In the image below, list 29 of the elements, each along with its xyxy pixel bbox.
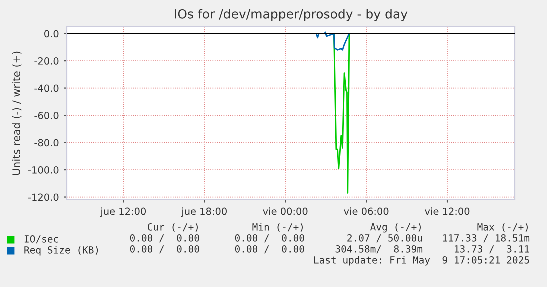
chart-title: IOs for /dev/mapper/prosody - by day (175, 9, 408, 22)
text: 0.00 / 0.00 (235, 245, 304, 254)
text: Avg (-/+) (370, 223, 421, 233)
text: 0.00 / 0.00 (130, 234, 200, 243)
y-tick-label: -40.0 (34, 84, 59, 92)
text: Max (-/+) (478, 223, 528, 232)
text: 0.00 / 0.00 (130, 245, 200, 254)
y-tick-label: -100.0 (28, 166, 59, 174)
text: Cur (-/+) (148, 223, 198, 232)
x-tick-label: vie 06:00 (344, 208, 389, 216)
y-tick-label: -80.0 (34, 139, 59, 147)
x-tick-label: vie 12:00 (425, 208, 470, 216)
text: 304.58m/ 8.39m (336, 245, 423, 254)
text: 117.33 / 18.51m (443, 234, 530, 243)
x-tick-label: jue 12:00 (100, 208, 146, 218)
text: Last update: Fri May 9 17:05:21 2025 (314, 256, 530, 266)
y-tick-label: -60.0 (34, 112, 59, 120)
text: 2.07 / 50.00u (348, 234, 422, 243)
text: Min (-/+) (252, 223, 303, 232)
y-tick-label: -120.0 (28, 194, 59, 202)
legend-label: Req Size (KB) (24, 246, 98, 256)
legend-label: IO/sec (24, 235, 58, 244)
text: 13.73 / 3.11 (455, 245, 530, 254)
y-axis-title: Units read (-) / write (+) (12, 52, 22, 176)
text: 0.00 / 0.00 (235, 234, 304, 243)
y-tick-label: 0.0 (44, 30, 59, 38)
x-tick-label: vie 00:00 (263, 208, 308, 216)
y-tick-label: -20.0 (34, 58, 59, 65)
x-tick-label: jue 18:00 (181, 208, 227, 218)
